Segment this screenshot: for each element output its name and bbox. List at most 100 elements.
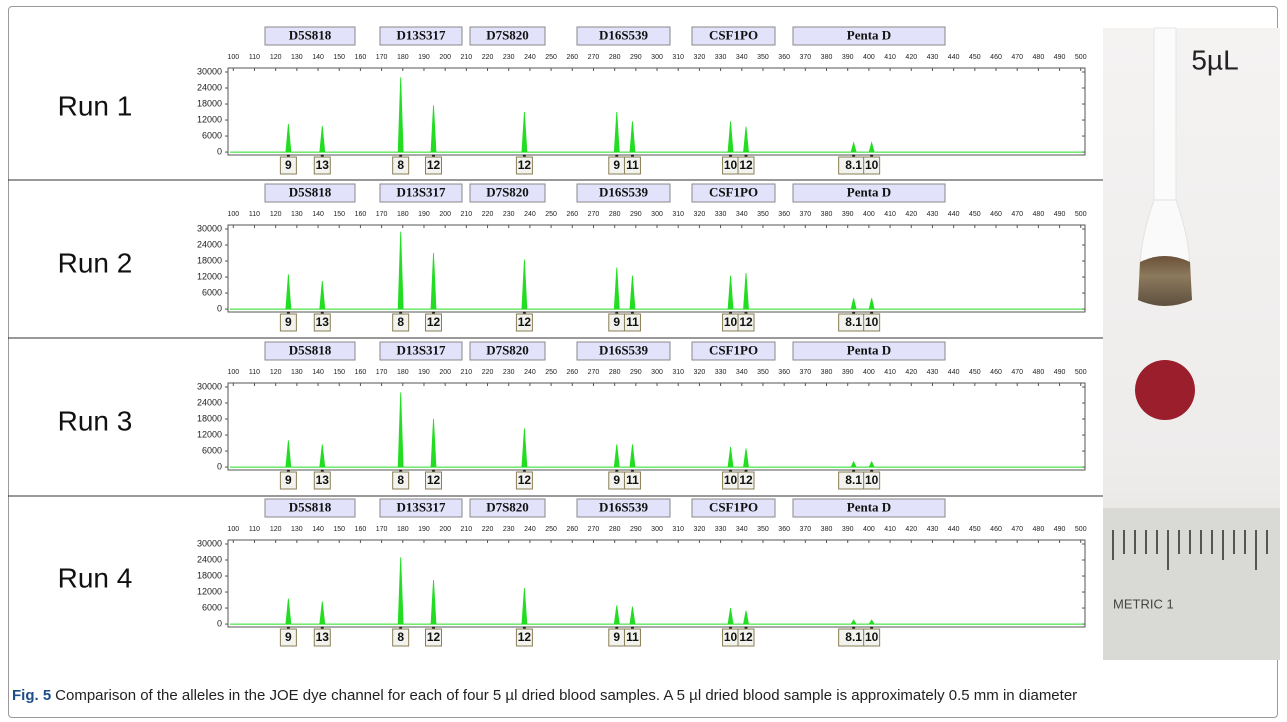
x-tick-label: 410 <box>884 526 896 533</box>
x-tick-label: 290 <box>630 526 642 533</box>
x-tick-label: 370 <box>799 211 811 218</box>
y-tick-label: 6000 <box>202 130 222 140</box>
y-tick-label: 18000 <box>197 570 222 580</box>
allele-label: 10 <box>865 315 879 329</box>
allele-label: 10 <box>724 315 738 329</box>
x-tick-label: 380 <box>821 211 833 218</box>
allele-label: 13 <box>316 315 330 329</box>
peak <box>728 121 733 152</box>
y-tick-label: 6000 <box>202 445 222 455</box>
allele-label: 12 <box>518 630 532 644</box>
x-tick-label: 500 <box>1075 211 1087 218</box>
x-tick-label: 100 <box>227 211 239 218</box>
allele-label: 8.1 <box>845 473 862 487</box>
allele-label: 9 <box>285 315 292 329</box>
locus-label: D13S317 <box>396 27 446 42</box>
x-tick-label: 140 <box>312 526 324 533</box>
caption-label: Fig. 5 <box>12 687 51 704</box>
locus-label: CSF1PO <box>709 499 758 514</box>
allele-label: 11 <box>626 315 639 329</box>
locus-label: Penta D <box>847 499 891 514</box>
locus-label: D7S820 <box>486 342 529 357</box>
x-tick-label: 380 <box>821 369 833 376</box>
peak <box>728 447 733 467</box>
x-tick-label: 450 <box>969 526 981 533</box>
x-tick-label: 220 <box>482 526 494 533</box>
x-tick-label: 120 <box>270 526 282 533</box>
x-tick-label: 400 <box>863 54 875 61</box>
x-tick-label: 420 <box>905 211 917 218</box>
x-tick-label: 350 <box>757 526 769 533</box>
peak <box>614 605 619 624</box>
x-tick-label: 330 <box>715 211 727 218</box>
peak <box>869 620 874 624</box>
y-tick-label: 0 <box>217 303 222 313</box>
allele-label: 9 <box>613 473 620 487</box>
peak <box>869 143 874 152</box>
x-tick-label: 460 <box>990 54 1002 61</box>
x-tick-label: 250 <box>545 526 557 533</box>
page: METRIC 1 5µL Run 1 D5S818 D13S317 D7S820 D16… <box>0 0 1287 722</box>
x-tick-label: 460 <box>990 526 1002 533</box>
plot-area <box>228 383 1085 470</box>
peak <box>522 260 527 309</box>
peak <box>398 392 403 467</box>
peak <box>320 444 325 467</box>
x-tick-label: 490 <box>1054 526 1066 533</box>
x-tick-label: 490 <box>1054 54 1066 61</box>
x-tick-label: 320 <box>694 369 706 376</box>
x-tick-label: 440 <box>948 369 960 376</box>
y-tick-label: 0 <box>217 146 222 156</box>
volume-label: 5µL <box>1191 44 1238 75</box>
x-tick-label: 250 <box>545 211 557 218</box>
x-tick-label: 390 <box>842 211 854 218</box>
x-tick-label: 160 <box>355 54 367 61</box>
x-tick-label: 130 <box>291 369 303 376</box>
x-tick-label: 500 <box>1075 54 1087 61</box>
x-tick-label: 170 <box>376 211 388 218</box>
x-tick-label: 240 <box>524 211 536 218</box>
x-tick-label: 260 <box>566 526 578 533</box>
x-tick-label: 480 <box>1033 526 1045 533</box>
x-tick-label: 110 <box>249 54 260 61</box>
x-tick-label: 210 <box>461 526 473 533</box>
x-tick-label: 400 <box>863 369 875 376</box>
peak <box>851 620 856 624</box>
peak <box>431 253 436 309</box>
x-tick-label: 320 <box>694 526 706 533</box>
x-tick-label: 340 <box>736 369 748 376</box>
run-label: Run 1 <box>58 90 133 121</box>
peak <box>630 444 635 467</box>
x-tick-label: 300 <box>651 211 663 218</box>
separators <box>8 180 1103 496</box>
x-tick-label: 280 <box>609 526 621 533</box>
locus-label: D13S317 <box>396 342 446 357</box>
x-tick-label: 390 <box>842 526 854 533</box>
x-tick-label: 340 <box>736 211 748 218</box>
peak <box>851 143 856 152</box>
x-tick-label: 310 <box>672 526 684 533</box>
ruler-label: METRIC 1 <box>1113 596 1174 611</box>
locus-label: D5S818 <box>289 499 332 514</box>
locus-label: CSF1PO <box>709 184 758 199</box>
peak <box>320 601 325 624</box>
locus-label: D16S539 <box>599 184 649 199</box>
x-tick-label: 230 <box>503 369 515 376</box>
x-tick-label: 430 <box>927 369 939 376</box>
y-tick-label: 18000 <box>197 413 222 423</box>
x-tick-label: 170 <box>376 369 388 376</box>
x-tick-label: 410 <box>884 369 896 376</box>
allele-label: 9 <box>613 158 620 172</box>
peak <box>728 608 733 624</box>
x-tick-label: 160 <box>355 369 367 376</box>
allele-label: 8 <box>397 315 404 329</box>
chart: Run 3D5S818D13S317D7S820D16S539CSF1POPen… <box>58 342 1087 489</box>
x-tick-label: 130 <box>291 54 303 61</box>
y-tick-label: 0 <box>217 461 222 471</box>
peak <box>744 273 749 309</box>
x-tick-label: 150 <box>333 211 345 218</box>
x-tick-label: 280 <box>609 54 621 61</box>
y-tick-label: 30000 <box>197 223 222 233</box>
peak <box>286 274 291 309</box>
